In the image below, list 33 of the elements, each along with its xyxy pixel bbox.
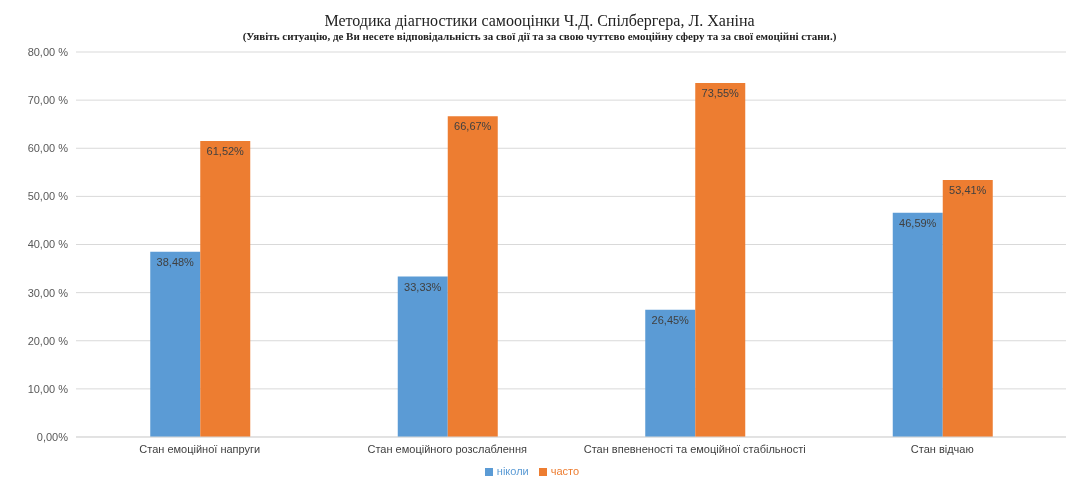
y-tick-label: 0,00% <box>36 430 69 443</box>
bar <box>447 116 498 437</box>
bar <box>397 276 448 437</box>
y-tick-label: 70,00 % <box>27 94 69 107</box>
data-label: 73,55% <box>701 87 740 100</box>
bar <box>200 140 251 437</box>
data-label: 61,52% <box>206 144 245 157</box>
bar <box>150 251 201 437</box>
y-tick-label: 80,00 % <box>27 45 69 58</box>
data-label: 66,67% <box>454 120 492 133</box>
data-label: 38,48% <box>156 255 195 268</box>
y-tick-label: 50,00 % <box>27 190 69 203</box>
y-tick-label: 60,00 % <box>27 142 69 155</box>
x-tick-label: Стан емоційного розслаблення <box>367 442 528 455</box>
x-tick-label: Стан впевненості та емоційної стабільності <box>583 442 806 455</box>
bar <box>942 179 993 437</box>
chart-title: Методика діагностики самооцінки Ч.Д. Спілбергера, Л. Ханіна <box>323 12 756 30</box>
y-tick-label: 30,00 % <box>27 286 69 299</box>
bar <box>695 83 746 437</box>
legend-label: часто <box>550 465 580 477</box>
legend-label: ніколи <box>496 465 529 477</box>
y-tick-label: 40,00 % <box>27 238 69 251</box>
data-label: 33,33% <box>404 280 442 293</box>
y-tick-label: 10,00 % <box>27 382 69 395</box>
x-tick-label: Стан відчаю <box>910 442 974 455</box>
x-tick-label: Стан емоційної напруги <box>139 442 261 455</box>
chart-subtitle: (Уявіть ситуацію, де Ви несете відповідальність за свої дії та за свою чуттєво емоційну сферу та за свої емоційні стани.) <box>241 30 838 42</box>
data-label: 26,45% <box>651 313 690 326</box>
bar <box>892 212 943 437</box>
data-label: 53,41% <box>949 183 987 196</box>
data-label: 46,59% <box>899 216 937 229</box>
bar <box>645 309 696 437</box>
y-tick-label: 20,00 % <box>27 334 69 347</box>
